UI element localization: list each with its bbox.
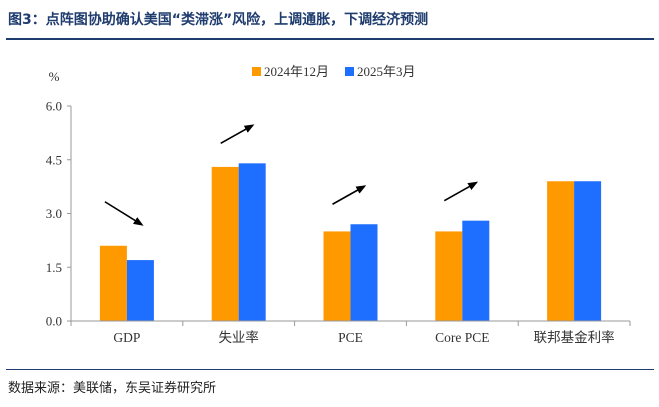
x-axis: GDP 失业率 PCE Core PCE 联邦基金利率 xyxy=(70,320,631,345)
title-rule xyxy=(6,38,654,40)
bar-series2 xyxy=(238,163,266,321)
annotation-arrows xyxy=(104,124,479,226)
source-rule xyxy=(6,369,654,370)
y-tick-label: 3.0 xyxy=(46,206,62,221)
y-tick-label: 1.5 xyxy=(46,260,62,275)
bar-series2 xyxy=(126,260,154,321)
trend-arrow-up xyxy=(443,181,479,202)
source-note: 数据来源：美联储，东吴证券研究所 xyxy=(8,381,217,396)
bars xyxy=(99,163,602,321)
bar-series1 xyxy=(99,245,127,321)
x-category-label: Core PCE xyxy=(435,330,489,345)
legend: 2024年12月 2025年3月 xyxy=(252,64,416,79)
bar-series1 xyxy=(211,166,239,321)
bar-series1 xyxy=(323,231,351,321)
trend-arrow-up xyxy=(332,185,367,205)
legend-swatch xyxy=(345,67,354,76)
bar-series1 xyxy=(547,181,575,321)
legend-label: 2025年3月 xyxy=(357,64,416,79)
legend-swatch xyxy=(252,67,261,76)
y-tick-label: 6.0 xyxy=(46,99,62,114)
bar-series2 xyxy=(462,220,490,321)
y-axis: 0.0 1.5 3.0 4.5 6.0% xyxy=(46,69,72,329)
bar-series1 xyxy=(435,231,463,321)
x-category-label: PCE xyxy=(338,330,363,345)
y-unit-label: % xyxy=(49,69,60,84)
y-tick-label: 0.0 xyxy=(46,314,62,329)
x-category-label: GDP xyxy=(113,330,140,345)
bar-series2 xyxy=(350,224,378,321)
figure-title: 图3：点阵图协助确认美国“类滞涨”风险，上调通胀，下调经济预测 xyxy=(8,12,429,28)
trend-arrow-down xyxy=(104,201,144,226)
y-tick-label: 4.5 xyxy=(46,152,62,167)
bar-series2 xyxy=(574,181,602,321)
bar-chart: 2024年12月 2025年3月 0.0 1.5 3.0 4.5 6.0% GDP 失业率 P… xyxy=(46,64,631,345)
trend-arrow-up xyxy=(220,124,255,145)
x-category-label: 联邦基金利率 xyxy=(534,329,615,345)
x-category-label: 失业率 xyxy=(218,329,259,345)
legend-label: 2024年12月 xyxy=(264,64,329,79)
